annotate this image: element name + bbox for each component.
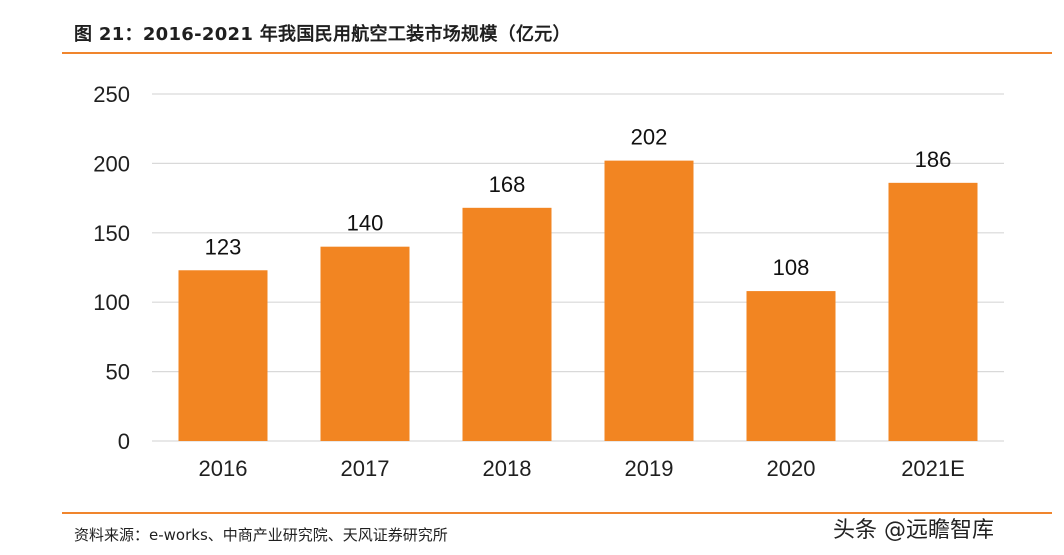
- y-tick-label: 100: [93, 290, 130, 315]
- bar-2018: [462, 207, 552, 441]
- gridlines: [152, 93, 1004, 442]
- top-divider: [62, 52, 1052, 54]
- y-tick-label: 150: [93, 221, 130, 246]
- bars: [178, 160, 978, 441]
- bar-2019: [604, 160, 694, 441]
- y-tick-label: 50: [106, 360, 130, 385]
- bar-2017: [320, 246, 410, 441]
- y-tick-label: 200: [93, 151, 130, 176]
- x-tick-label: 2019: [625, 456, 674, 481]
- data-labels: 123 140 168 202 108 186: [205, 125, 952, 280]
- bar-value-label: 202: [631, 125, 668, 150]
- bottom-divider: [62, 512, 1052, 514]
- x-tick-label: 2018: [483, 456, 532, 481]
- bar-value-label: 168: [489, 172, 526, 197]
- bar-value-label: 123: [205, 234, 242, 259]
- x-tick-label: 2016: [199, 456, 248, 481]
- x-tick-label: 2021E: [901, 456, 965, 481]
- bar-value-label: 140: [347, 211, 384, 236]
- bar-2020: [746, 291, 836, 441]
- bar-value-label: 186: [915, 147, 952, 172]
- source-note: 资料来源：e-works、中商产业研究院、天风证券研究所: [74, 526, 448, 544]
- bar-value-label: 108: [773, 255, 810, 280]
- x-tick-label: 2017: [341, 456, 390, 481]
- watermark: 头条 @远瞻智库: [833, 518, 994, 543]
- y-axis: 0 50 100 150 200 250: [93, 82, 130, 454]
- x-axis: 2016 2017 2018 2019 2020 2021E: [199, 456, 965, 481]
- bar-2016: [178, 270, 268, 441]
- x-tick-label: 2020: [767, 456, 816, 481]
- y-tick-label: 0: [118, 429, 130, 454]
- bar-2021E: [888, 182, 978, 441]
- y-tick-label: 250: [93, 82, 130, 107]
- figure-title: 图 21：2016-2021 年我国民用航空工装市场规模（亿元）: [74, 24, 571, 45]
